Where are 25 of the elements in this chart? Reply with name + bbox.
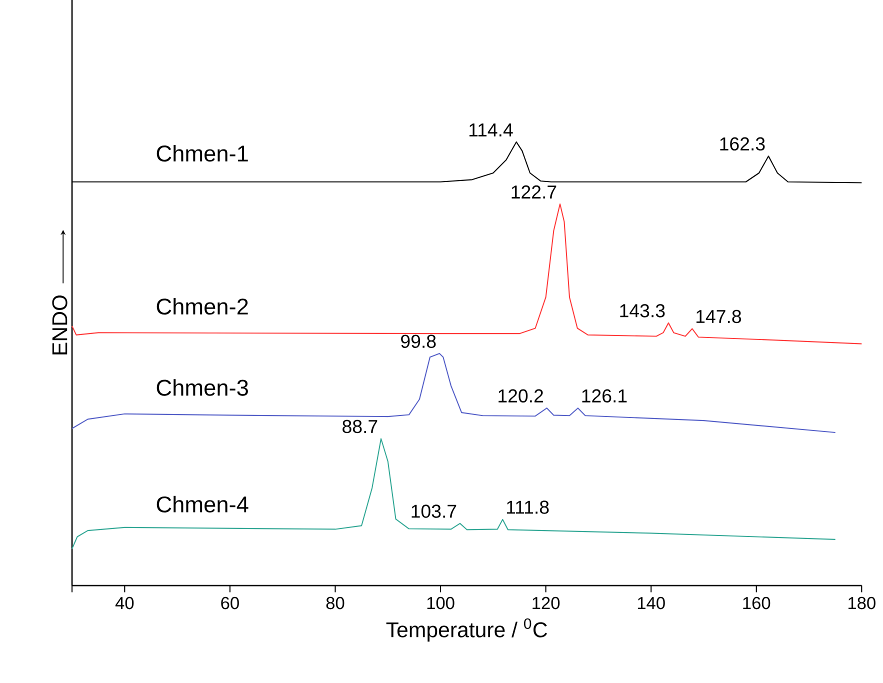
annotation: 103.7 [412, 504, 456, 518]
series-label: Chmen-2 [156, 298, 248, 315]
x-tick-label: 140 [638, 596, 665, 610]
x-tick-label: 160 [743, 596, 770, 610]
annotation: 162.3 [720, 137, 765, 151]
annotation: 111.8 [506, 500, 549, 514]
x-tick-label: 40 [115, 596, 134, 610]
annotation: 120.2 [498, 389, 543, 403]
x-axis-title: Temperature / $^{0}$C [386, 618, 548, 642]
annotation: 122.7 [512, 185, 556, 198]
annotation: 114.4 [469, 124, 513, 136]
series-label: Chmen-3 [156, 379, 248, 396]
x-tick-label: 80 [326, 596, 344, 610]
annotation: 99.8 [401, 334, 436, 348]
x-tick-label: 100 [427, 596, 454, 610]
annotation: 143.3 [620, 304, 665, 318]
series-label: Chmen-1 [156, 144, 248, 162]
annotation: 147.8 [696, 310, 742, 324]
series-label: Chmen-4 [156, 496, 248, 513]
x-tick-label: 60 [221, 596, 239, 610]
annotation: 88.7 [342, 420, 378, 434]
x-tick-label: 180 [848, 596, 876, 610]
x-tick-label: 120 [532, 596, 560, 610]
annotation: 126.1 [582, 389, 627, 403]
y-axis-title: ENDO [52, 295, 68, 354]
